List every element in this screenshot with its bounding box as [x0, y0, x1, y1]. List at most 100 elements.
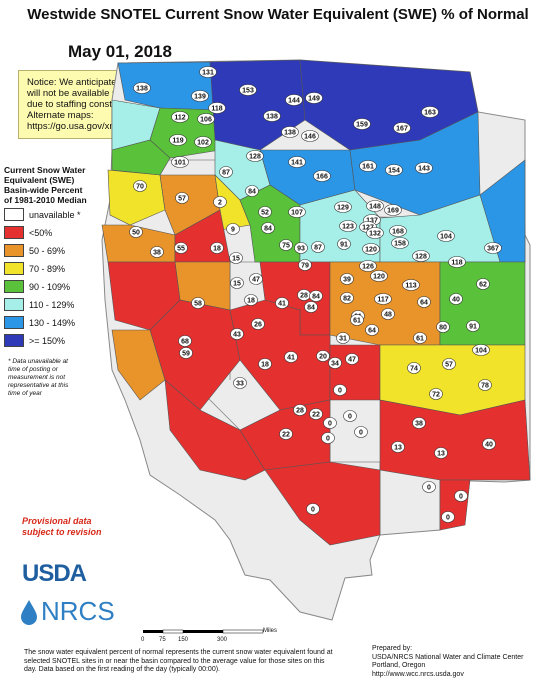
basin-badge: 93 — [294, 242, 308, 254]
basin-badge: 43 — [230, 328, 244, 340]
legend-swatch — [4, 262, 24, 275]
basin-value: 169 — [387, 208, 399, 215]
basin-badge: 78 — [478, 379, 492, 391]
basin-badge-bg — [482, 438, 496, 450]
basin-badge: 129 — [334, 201, 352, 213]
basin-value: 132 — [369, 231, 381, 238]
basin-badge: 148 — [366, 200, 384, 212]
notice-text: Notice: We anticipate this map will not … — [27, 77, 156, 110]
region-new-mexico-south — [439, 479, 471, 531]
basin-value: 55 — [177, 246, 185, 253]
footer-credits: Prepared by: USDA/NRCS National Water an… — [372, 645, 552, 679]
basin-value: 47 — [252, 277, 260, 284]
basin-badge: 143 — [415, 162, 433, 174]
basin-badge: 87 — [219, 166, 233, 178]
basin-value: 144 — [288, 98, 300, 105]
basin-badge: 61 — [350, 314, 364, 326]
basin-value: 28 — [296, 408, 304, 415]
basin-value: 47 — [348, 357, 356, 364]
basin-badge-bg — [233, 377, 247, 389]
basin-badge-bg — [316, 350, 330, 362]
basin-badge: 104 — [437, 230, 455, 242]
basin-badge: 154 — [385, 164, 403, 176]
basin-badge-bg — [472, 344, 490, 356]
water-drop-icon — [21, 599, 37, 625]
basin-badge: 82 — [340, 292, 354, 304]
basin-badge: 79 — [298, 259, 312, 271]
basin-badge-bg — [323, 417, 337, 429]
legend-item: 50 - 69% — [4, 242, 108, 259]
basin-badge-bg — [415, 162, 433, 174]
basin-badge-bg — [366, 227, 384, 239]
basin-badge-bg — [229, 252, 243, 264]
basin-value: 9 — [231, 227, 235, 234]
basin-badge-bg — [384, 204, 402, 216]
basin-value: 79 — [301, 263, 309, 270]
map-date: May 01, 2018 — [68, 42, 172, 61]
notice-link[interactable]: https://go.usa.gov/xnzxk — [27, 121, 129, 132]
basin-badge: 0 — [333, 384, 347, 396]
basin-badge: 131 — [199, 66, 217, 78]
basin-badge-bg — [311, 241, 325, 253]
basin-value: 120 — [373, 274, 385, 281]
basin-value: 161 — [362, 164, 374, 171]
basin-badge-bg — [434, 447, 448, 459]
provisional-note: Provisional data subject to revision — [22, 516, 102, 537]
prepared-by-url[interactable]: http://www.wcc.nrcs.usda.gov — [372, 670, 464, 678]
basin-badge: 91 — [337, 238, 351, 250]
basin-badge: 38 — [412, 417, 426, 429]
basin-badge-bg — [298, 259, 312, 271]
legend-swatch — [4, 226, 24, 239]
basin-value: 50 — [132, 230, 140, 237]
basin-badge-bg — [343, 410, 357, 422]
basin-value: 163 — [424, 110, 436, 117]
basin-badge-bg — [279, 239, 293, 251]
basin-badge: 74 — [407, 362, 421, 374]
basin-badge: 2 — [213, 196, 227, 208]
basin-badge-bg — [478, 379, 492, 391]
basin-badge: 149 — [305, 92, 323, 104]
basin-badge: 64 — [365, 324, 379, 336]
legend-label: 90 - 109% — [29, 281, 71, 292]
basin-value: 168 — [392, 229, 404, 236]
basin-badge-bg — [304, 301, 318, 313]
basin-badge: 84 — [309, 290, 323, 302]
legend-title-1: Current Snow Water — [4, 165, 86, 175]
basin-badge-bg — [210, 242, 224, 254]
legend-title-4: of 1981-2010 Median — [4, 195, 87, 205]
basin-value: 123 — [342, 224, 354, 231]
basin-badge: 84 — [245, 185, 259, 197]
basin-badge-bg — [285, 94, 303, 106]
basin-badge-bg — [258, 206, 272, 218]
basin-value: 118 — [211, 106, 222, 113]
basin-badge: 52 — [258, 206, 272, 218]
basin-badge-bg — [328, 357, 342, 369]
basin-value: 15 — [233, 281, 241, 288]
basin-badge: 22 — [279, 428, 293, 440]
basin-badge-bg — [226, 223, 240, 235]
basin-badge-bg — [337, 238, 351, 250]
basin-badge-bg — [288, 156, 306, 168]
basin-badge-bg — [365, 324, 379, 336]
basin-badge: 138 — [263, 110, 281, 122]
basin-badge: 159 — [353, 118, 371, 130]
basin-badge: 40 — [482, 438, 496, 450]
basin-badge: 119 — [169, 134, 187, 146]
basin-value: 70 — [136, 184, 144, 191]
basin-value: 18 — [247, 298, 255, 305]
basin-badge: 120 — [370, 270, 388, 282]
region-california-coast — [111, 329, 166, 401]
basin-badge-bg — [175, 192, 189, 204]
basin-badge: 48 — [381, 308, 395, 320]
basin-badge: 75 — [279, 239, 293, 251]
basin-value: 48 — [384, 312, 392, 319]
basin-badge-bg — [345, 353, 359, 365]
basin-value: 84 — [312, 294, 320, 301]
basin-badge-bg — [279, 428, 293, 440]
basin-value: 154 — [388, 168, 400, 175]
basin-value: 31 — [339, 336, 347, 343]
basin-badge-bg — [213, 196, 227, 208]
usda-logo: USDA — [22, 560, 87, 587]
region-california-south — [164, 379, 266, 481]
basin-badge-bg — [129, 226, 143, 238]
